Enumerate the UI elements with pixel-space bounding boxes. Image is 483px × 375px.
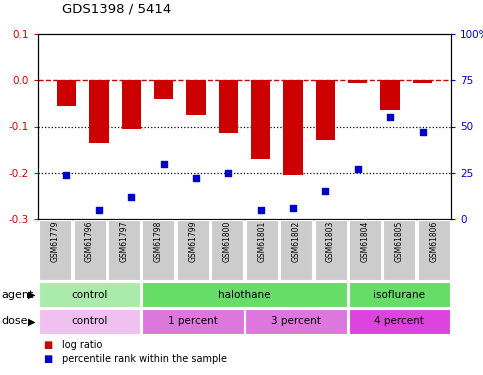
Point bbox=[95, 207, 103, 213]
Point bbox=[322, 188, 329, 194]
Bar bbox=[246, 220, 278, 280]
Text: GSM61804: GSM61804 bbox=[360, 221, 369, 262]
Point bbox=[225, 170, 232, 176]
Bar bbox=[142, 309, 244, 334]
Bar bbox=[349, 282, 450, 307]
Bar bbox=[177, 220, 209, 280]
Text: GSM61799: GSM61799 bbox=[188, 221, 198, 262]
Bar bbox=[280, 220, 312, 280]
Text: control: control bbox=[71, 316, 108, 327]
Text: ■: ■ bbox=[43, 354, 52, 364]
Bar bbox=[73, 220, 106, 280]
Text: GDS1398 / 5414: GDS1398 / 5414 bbox=[62, 3, 171, 16]
Bar bbox=[212, 220, 243, 280]
Bar bbox=[251, 80, 270, 159]
Text: log ratio: log ratio bbox=[62, 340, 102, 350]
Point bbox=[419, 129, 426, 135]
Text: 1 percent: 1 percent bbox=[168, 316, 218, 327]
Text: GSM61805: GSM61805 bbox=[395, 221, 404, 262]
Point bbox=[257, 207, 265, 213]
Text: GSM61800: GSM61800 bbox=[223, 221, 232, 262]
Bar bbox=[314, 220, 346, 280]
Bar bbox=[219, 80, 238, 134]
Text: 4 percent: 4 percent bbox=[374, 316, 424, 327]
Bar bbox=[384, 220, 415, 280]
Point bbox=[289, 205, 297, 211]
Bar bbox=[349, 220, 381, 280]
Bar bbox=[316, 80, 335, 140]
Text: GSM61801: GSM61801 bbox=[257, 221, 266, 262]
Bar bbox=[142, 220, 174, 280]
Text: halothane: halothane bbox=[218, 290, 271, 300]
Text: GSM61802: GSM61802 bbox=[292, 221, 300, 262]
Bar bbox=[154, 80, 173, 99]
Point bbox=[192, 175, 200, 181]
Bar bbox=[39, 282, 141, 307]
Bar bbox=[348, 80, 368, 82]
Point bbox=[354, 166, 362, 172]
Bar bbox=[122, 80, 141, 129]
Text: ▶: ▶ bbox=[28, 290, 36, 300]
Point bbox=[128, 194, 135, 200]
Text: ▶: ▶ bbox=[28, 316, 36, 327]
Text: dose: dose bbox=[1, 316, 28, 327]
Bar bbox=[39, 309, 141, 334]
Text: GSM61796: GSM61796 bbox=[85, 221, 94, 262]
Bar bbox=[418, 220, 450, 280]
Bar bbox=[245, 309, 347, 334]
Bar bbox=[142, 282, 347, 307]
Text: isoflurane: isoflurane bbox=[373, 290, 426, 300]
Point bbox=[386, 114, 394, 120]
Text: percentile rank within the sample: percentile rank within the sample bbox=[62, 354, 227, 364]
Bar bbox=[57, 80, 76, 106]
Bar bbox=[381, 80, 400, 110]
Bar bbox=[186, 80, 206, 115]
Point bbox=[160, 160, 168, 166]
Text: agent: agent bbox=[1, 290, 33, 300]
Bar bbox=[413, 80, 432, 82]
Text: control: control bbox=[71, 290, 108, 300]
Text: GSM61779: GSM61779 bbox=[51, 221, 60, 262]
Text: GSM61806: GSM61806 bbox=[429, 221, 438, 262]
Text: GSM61803: GSM61803 bbox=[326, 221, 335, 262]
Bar bbox=[39, 220, 71, 280]
Point bbox=[63, 172, 71, 178]
Bar bbox=[349, 309, 450, 334]
Text: ■: ■ bbox=[43, 340, 52, 350]
Bar bbox=[108, 220, 140, 280]
Bar bbox=[284, 80, 303, 175]
Text: 3 percent: 3 percent bbox=[271, 316, 321, 327]
Text: GSM61797: GSM61797 bbox=[119, 221, 128, 262]
Text: GSM61798: GSM61798 bbox=[154, 221, 163, 262]
Bar bbox=[89, 80, 109, 143]
